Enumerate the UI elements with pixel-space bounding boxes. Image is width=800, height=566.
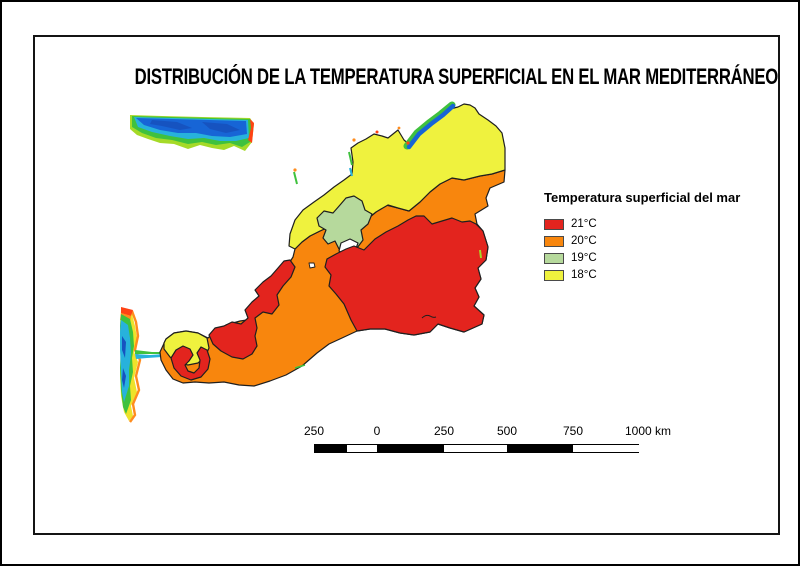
raster-navy-patch — [122, 368, 126, 388]
coastal-raster-north — [130, 115, 254, 151]
legend-item-19c: 19°C — [544, 250, 774, 267]
raster-orange-dot — [397, 126, 401, 130]
sst-region-21c-band — [208, 259, 296, 360]
legend-item-21c: 21°C — [544, 216, 774, 233]
raster-navy-patch — [202, 122, 240, 133]
map-title: DISTRIBUCIÓN DE LA TEMPERATURA SUPERFICI… — [33, 55, 780, 92]
scale-segment-white — [573, 445, 639, 452]
islet-scribble — [421, 314, 437, 319]
legend-label-19c: 19°C — [571, 252, 597, 264]
sst-region-21c-hook — [170, 345, 211, 381]
raster-navy-patch — [150, 120, 192, 130]
raster-red-sliver — [248, 119, 254, 143]
legend-title: Temperatura superficial del mar — [544, 190, 741, 205]
sst-region-19c — [316, 195, 373, 254]
legend-label-21c: 21°C — [571, 218, 597, 230]
raster-green-fringe-south — [294, 364, 306, 369]
sst-region-21c-main — [324, 215, 489, 336]
legend-item-18c: 18°C — [544, 267, 774, 284]
raster-green-sliver — [348, 151, 353, 166]
raster-red-dot — [375, 130, 379, 134]
legend-label-20c: 20°C — [571, 235, 597, 247]
scale-label-500: 500 — [496, 424, 518, 438]
raster-cyan-sliver — [349, 167, 353, 177]
scale-label-0: 0 — [373, 424, 381, 438]
map-legend: Temperatura superficial del mar 21°C 20°… — [544, 191, 774, 284]
scale-bar: 250 0 250 500 750 1000 km — [297, 424, 677, 458]
scale-segment-white — [347, 445, 377, 452]
scale-label-750: 750 — [562, 424, 584, 438]
raster-red-tip — [121, 307, 133, 316]
islet — [308, 262, 316, 269]
raster-green-sliver — [293, 171, 298, 185]
sst-polygons — [159, 103, 506, 387]
legend-swatch-19c — [544, 253, 564, 264]
scale-label-250: 250 — [433, 424, 455, 438]
raster-navy-patch — [122, 336, 126, 358]
raster-blue-strip-north-core — [406, 103, 456, 150]
legend-swatch-21c — [544, 219, 564, 230]
scale-label-250-left: 250 — [303, 424, 325, 438]
legend-label-18c: 18°C — [571, 269, 597, 281]
raster-lime-sliver — [479, 249, 482, 259]
strait-funnel-green — [135, 350, 165, 354]
legend-item-20c: 20°C — [544, 233, 774, 250]
scale-label-1000km: 1000 km — [624, 424, 672, 438]
raster-red-dot — [406, 141, 410, 145]
raster-orange-dot — [352, 138, 356, 142]
legend-swatch-18c — [544, 270, 564, 281]
strait-funnel-cyan — [135, 354, 165, 359]
raster-orange-edge — [129, 310, 142, 423]
legend-swatch-20c — [544, 236, 564, 247]
scale-segment-white — [444, 445, 507, 452]
map-title-text: DISTRIBUCIÓN DE LA TEMPERATURA SUPERFICI… — [134, 64, 779, 89]
coastal-raster-fringes — [293, 101, 482, 369]
coastal-raster-strait — [120, 307, 165, 423]
scale-bar-strip — [314, 444, 639, 453]
raster-orange-dot — [293, 168, 297, 172]
